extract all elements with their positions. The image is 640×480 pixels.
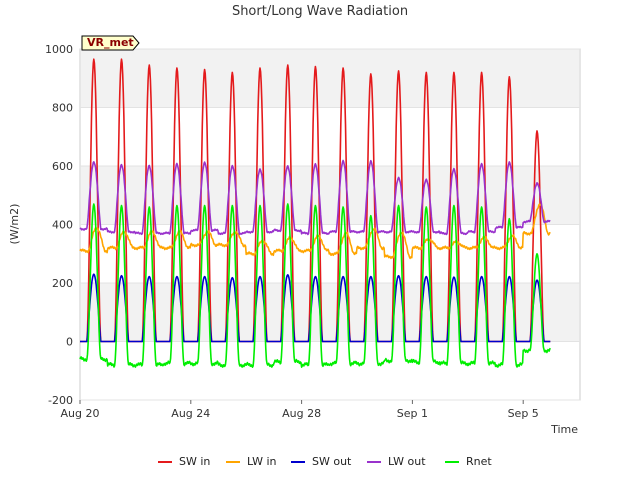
plot-band: [81, 49, 579, 108]
chart-title: Short/Long Wave Radiation: [232, 4, 408, 19]
y-axis-label: (W/m2): [8, 204, 21, 245]
x-tick-label: Sep 1: [397, 407, 428, 420]
x-tick-label: Aug 28: [282, 407, 321, 420]
y-tick-label: -200: [48, 394, 73, 407]
series-line-lw-out: [79, 159, 551, 236]
legend-entry: Rnet: [466, 455, 492, 468]
plot-band: [81, 283, 579, 342]
legend-entry: SW out: [312, 455, 352, 468]
x-tick-labels: Aug 20 Aug 24 Aug 28 Sep 1 Sep 5: [61, 400, 539, 420]
y-tick-label: 800: [52, 102, 73, 115]
y-tick-label: 1000: [45, 43, 73, 56]
legend-entry: SW in: [179, 455, 210, 468]
y-tick-labels: -200 0 200 400 600 800 1000: [45, 43, 73, 407]
badge-shape: [81, 35, 140, 51]
plot-band: [81, 166, 579, 225]
legend: SW in LW in SW out LW out Rnet: [158, 455, 492, 468]
y-tick-label: 200: [52, 277, 73, 290]
series-line-sw-out: [79, 273, 551, 343]
series-layer: [79, 58, 551, 369]
site-badge: VR_met: [81, 35, 140, 51]
legend-entry: LW in: [247, 455, 277, 468]
badge-label: VR_met: [87, 36, 134, 49]
plot-bands: [81, 49, 579, 342]
x-tick-label: Aug 24: [171, 407, 210, 420]
x-axis-label: Time: [550, 423, 578, 436]
y-tick-label: 600: [52, 160, 73, 173]
y-tick-label: 400: [52, 219, 73, 232]
x-tick-label: Sep 5: [508, 407, 539, 420]
series-line-rnet: [79, 203, 551, 369]
legend-entry: LW out: [388, 455, 426, 468]
y-tick-label: 0: [66, 336, 73, 349]
series-line-lw-in: [79, 203, 551, 260]
x-tick-label: Aug 20: [61, 407, 100, 420]
